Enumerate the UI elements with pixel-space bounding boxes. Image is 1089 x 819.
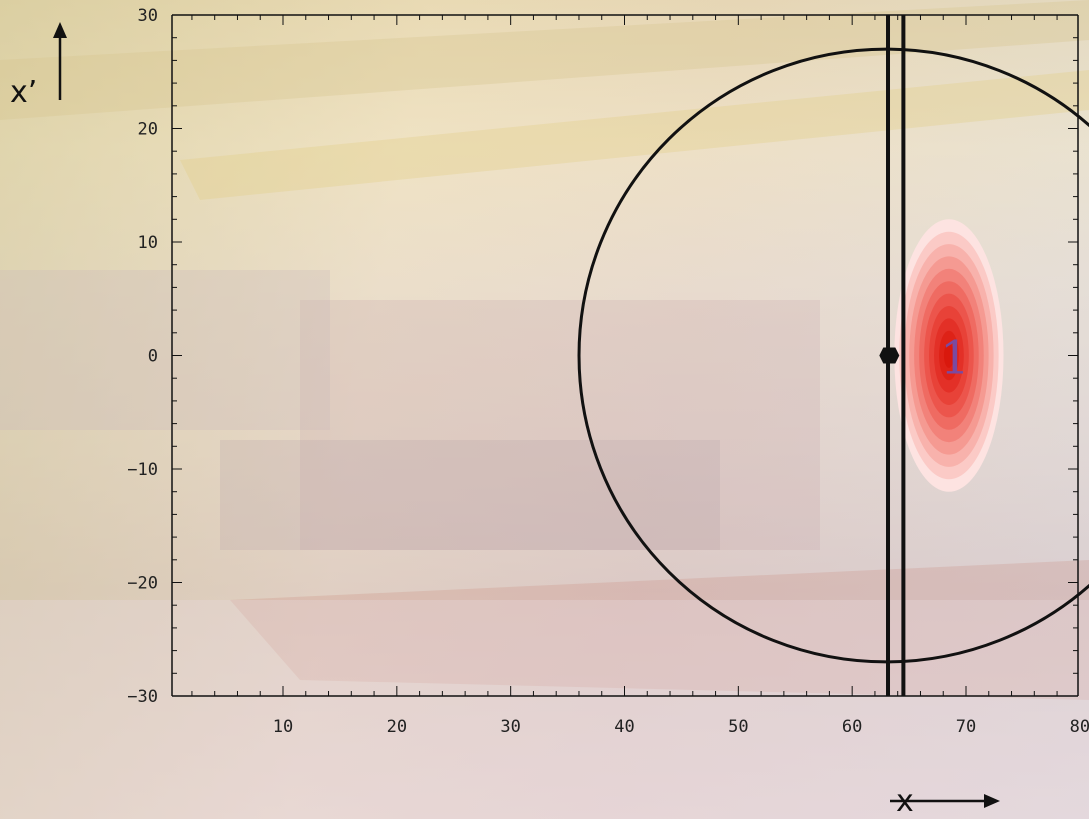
y-tick-label: −20 — [127, 574, 158, 594]
axis-names: x x’ — [10, 22, 1000, 819]
x-tick-label: 80 — [1070, 717, 1089, 737]
x-tick-label: 40 — [614, 717, 634, 737]
phase-space-circle — [577, 47, 1089, 664]
x-tick-label: 70 — [956, 717, 976, 737]
phase-space-ellipse — [577, 47, 1089, 664]
x-axis-arrow-icon — [890, 794, 1000, 808]
y-axis-label: x’ — [10, 75, 37, 110]
y-tick-label: −10 — [127, 460, 158, 480]
x-arrow-head — [984, 794, 1000, 808]
closed-orbit-point — [879, 347, 900, 364]
y-tick-label: −30 — [127, 687, 158, 707]
y-tick-label: 30 — [138, 6, 158, 26]
x-tick-label: 60 — [842, 717, 862, 737]
y-tick-label: 20 — [138, 120, 158, 140]
tick-labels: 10 20 30 40 50 60 70 80 30 20 10 0 −10 −20 −30 — [127, 6, 1089, 737]
y-arrow-head — [53, 22, 67, 38]
y-axis-arrow-icon — [53, 22, 67, 100]
beam-contour-11 — [943, 343, 954, 368]
axis-ticks — [172, 14, 1078, 697]
x-tick-label: 50 — [728, 717, 748, 737]
x-tick-label: 30 — [500, 717, 520, 737]
y-tick-label: 10 — [138, 233, 158, 253]
closed-orbit-marker — [879, 347, 900, 364]
x-tick-label: 20 — [387, 717, 407, 737]
peak-label-group: 1 — [940, 331, 969, 385]
y-tick-label: 0 — [148, 347, 158, 367]
x-tick-label: 10 — [273, 717, 293, 737]
peak-number-label: 1 — [940, 331, 969, 385]
beam-distribution — [894, 219, 1004, 492]
